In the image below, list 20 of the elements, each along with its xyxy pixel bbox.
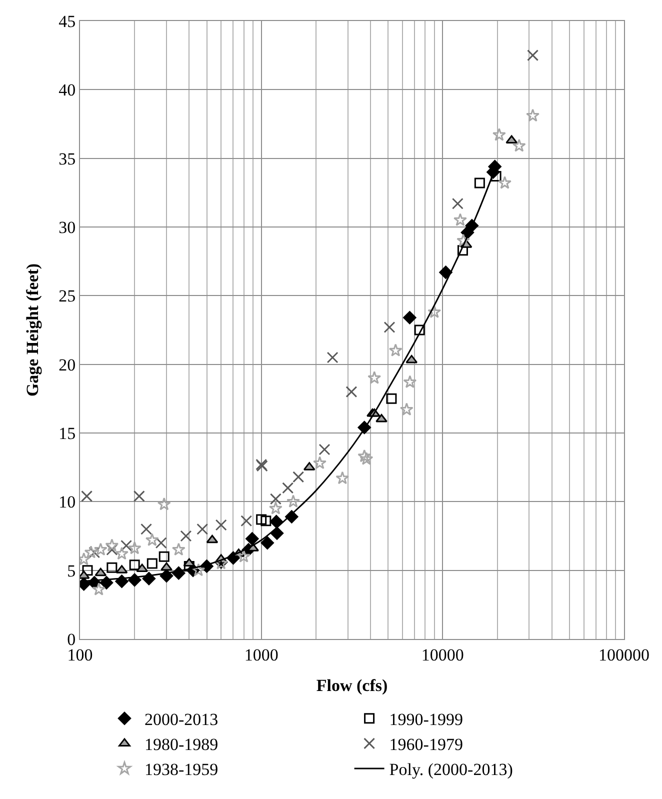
y-tick-label: 35 [58,149,76,168]
legend-label: Poly. (2000-2013) [389,760,513,780]
y-tick-label: 40 [58,80,76,100]
y-tick-label: 20 [58,355,76,374]
x-tick-label: 10000 [421,645,464,664]
y-tick-label: 10 [58,492,76,512]
legend-label: 1960-1979 [389,735,463,754]
legend-label: 1938-1959 [144,760,218,780]
y-tick-label: 45 [58,12,76,31]
x-tick-label: 1000 [244,645,278,664]
y-tick-label: 15 [58,424,76,443]
legend-label: 1980-1989 [144,735,218,754]
y-tick-label: 25 [58,286,76,306]
y-tick-label: 30 [58,218,76,237]
legend-label: 1990-1999 [389,710,463,729]
legend-label: 2000-2013 [144,710,218,729]
x-tick-label: 100000 [598,645,650,664]
y-axis-title: Gage Height (feet) [23,263,42,397]
x-axis-title: Flow (cfs) [316,676,388,695]
y-tick-label: 5 [67,561,76,580]
